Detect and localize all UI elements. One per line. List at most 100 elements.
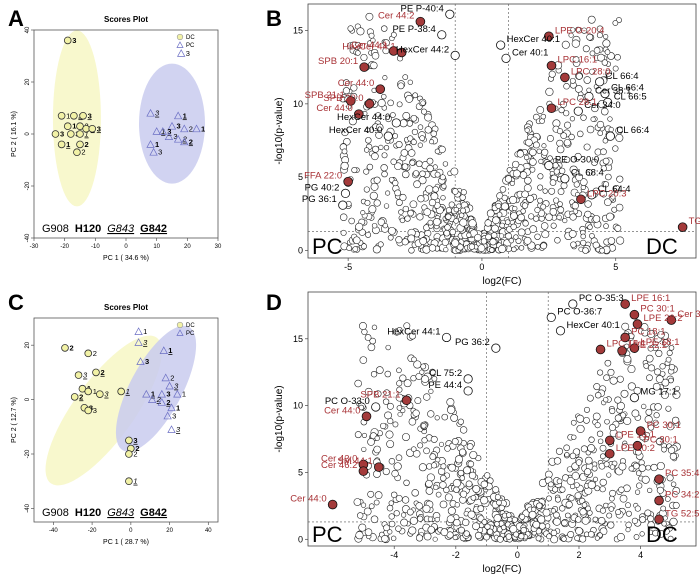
feature-point [394,189,402,197]
feature-point [396,101,403,108]
feature-point [559,505,566,512]
feature-point [429,139,435,145]
feature-point [422,504,431,513]
sample-replicate-label: 1 [133,477,137,486]
feature-annotation: HexCer 44:2 [396,44,449,55]
significant-feature-point [617,346,627,356]
pc-sample-point [173,134,183,143]
feature-point [518,245,525,251]
feature-point [408,417,417,426]
feature-point [371,222,378,229]
feature-point [396,326,403,333]
feature-point [440,528,449,537]
highlighted-feature-annotation: Cer 46:2 [321,460,357,471]
legend-pc-label: PC [186,43,195,49]
feature-point [616,236,625,245]
dc-sample-point [63,36,72,45]
significant-feature-point [327,499,338,510]
feature-point [512,169,521,178]
feature-point [393,510,400,517]
feature-point [505,512,512,518]
feature-point [457,418,464,425]
feature-point [382,467,390,476]
feature-point [614,414,622,422]
sample-replicate-label: 3 [166,390,170,399]
feature-point [390,112,396,118]
feature-annotation: CL 64:4 [598,184,631,195]
feature-point [372,145,380,153]
y-tick-label: 20 [25,78,31,85]
feature-annotation: PG 36:1 [302,194,337,205]
highlighted-feature-annotation: LPE O-20:4 [555,25,605,36]
feature-annotation: Cer 38:1 [595,85,631,96]
feature-point [501,202,509,211]
feature-point [418,463,427,472]
highlighted-feature-annotation: LPE 22:2 [628,340,667,351]
feature-point [439,174,446,181]
feature-point [647,345,654,352]
highlighted-feature-annotation: LPC 15:1 [607,338,647,349]
group-label: G843 [107,507,135,519]
feature-point [477,244,486,252]
feature-point [397,82,405,90]
feature-point [355,531,364,540]
feature-point [470,495,477,501]
feature-point [560,182,568,190]
sample-replicate-label: 1 [155,140,159,149]
feature-point [371,51,380,60]
feature-point [600,190,608,198]
significant-feature-point [604,435,615,446]
feature-point [459,218,468,227]
feature-point [672,390,681,399]
feature-point [463,466,471,475]
feature-point [363,168,370,175]
significant-feature-point [666,315,677,325]
feature-point [449,228,456,236]
feature-annotation: CL 66:4 [611,83,644,94]
feature-point [407,234,416,243]
sample-replicate-label: 3 [145,357,149,366]
feature-point [384,411,392,420]
feature-point [462,518,470,527]
feature-point [538,158,544,164]
pc-sample-point [158,127,167,135]
feature-point [555,496,561,503]
feature-point [370,182,379,191]
sample-replicate-label: 3 [143,338,148,347]
feature-point [647,329,656,338]
feature-point [360,210,366,216]
pc-sample-point [152,127,161,135]
pc-sample-point [167,425,176,433]
feature-point [607,521,615,529]
labeled-feature-point [555,326,566,336]
significant-feature-point [415,16,426,27]
feature-point [438,441,445,447]
significant-feature-point [354,109,364,119]
feature-point [463,530,470,537]
feature-point [587,530,595,538]
feature-point [601,59,608,66]
feature-point [564,121,572,129]
feature-point [484,523,491,530]
feature-point [572,56,580,63]
feature-point [399,217,406,224]
feature-point [556,478,563,485]
pc-sample-point [164,132,174,140]
pc-sample-point [146,140,155,148]
feature-annotation: CL 66:5 [614,91,647,102]
feature-point [433,484,439,491]
feature-point [456,243,464,251]
feature-point [439,481,447,489]
feature-point [468,219,477,228]
feature-point [392,133,398,139]
feature-point [582,45,590,53]
feature-annotation: CL 66:4 [606,71,639,82]
feature-point [621,443,630,452]
feature-point [381,152,388,159]
feature-point [419,369,425,375]
feature-point [556,145,565,154]
feature-point [615,126,623,135]
feature-point [390,31,397,38]
feature-point [409,332,416,340]
feature-point [459,448,467,456]
